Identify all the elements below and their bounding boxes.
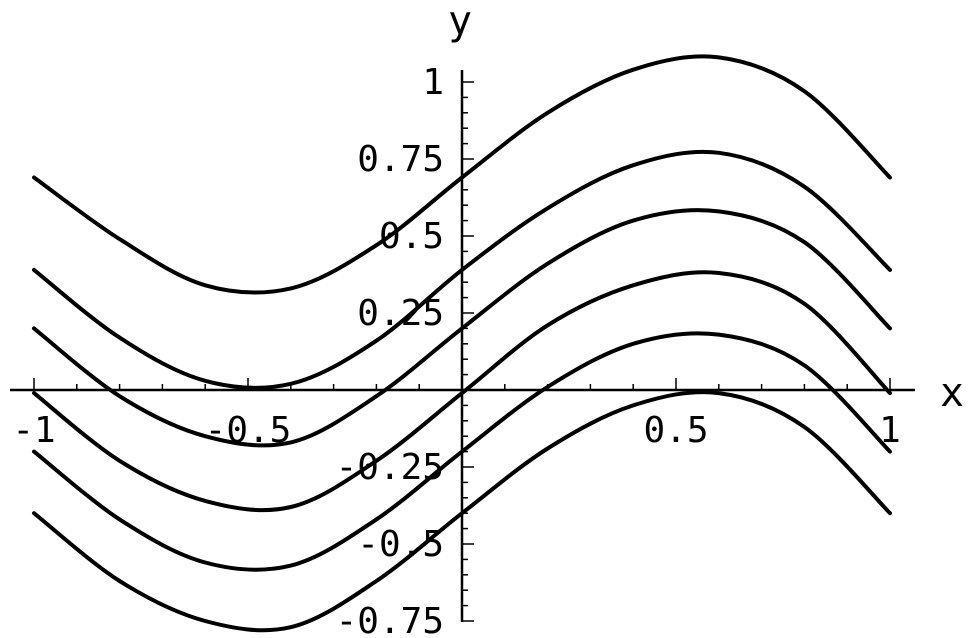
series-line-3 bbox=[32, 208, 892, 448]
y-tick-label: 0.25 bbox=[357, 293, 444, 334]
y-tick-label: 0.5 bbox=[379, 216, 444, 257]
series-line-1 bbox=[32, 54, 892, 295]
x-tick-label: -0.5 bbox=[205, 410, 292, 451]
series-line-2 bbox=[32, 149, 892, 390]
x-axis-label: x bbox=[940, 370, 964, 416]
x-tick-label: 1 bbox=[879, 410, 901, 451]
x-tick-label: -1 bbox=[12, 410, 55, 451]
y-tick-label: 0.75 bbox=[357, 139, 444, 180]
y-axis-label: y bbox=[448, 0, 472, 44]
series-line-4 bbox=[32, 270, 892, 513]
axes bbox=[10, 70, 915, 622]
y-tick-label: 1 bbox=[422, 62, 444, 103]
y-tick-label: -0.5 bbox=[357, 524, 444, 565]
x-tick-label: 0.5 bbox=[643, 410, 708, 451]
tick-labels: -1 -0.5 0.5 1 -0.75 -0.5 -0.25 0.25 0.5 0.75 1 bbox=[12, 62, 901, 638]
y-tick-label: -0.75 bbox=[336, 601, 444, 638]
y-tick-label: -0.25 bbox=[336, 447, 444, 488]
series-line-5 bbox=[32, 331, 892, 572]
series-line-6 bbox=[32, 390, 892, 633]
curves bbox=[32, 54, 892, 633]
